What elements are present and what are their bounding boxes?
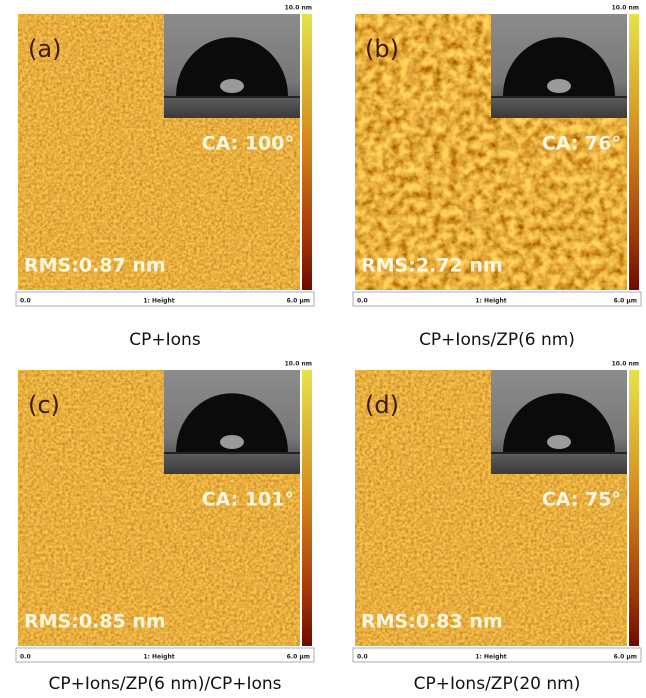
panel-label: (c)	[28, 391, 60, 419]
rms: RMS:0.83 nm	[361, 611, 503, 633]
axis-mid: 1: Height	[475, 654, 506, 661]
droplet-glint	[220, 435, 244, 449]
axis-right: 6.0 µm	[614, 654, 637, 661]
axis-left: 0.0	[357, 654, 368, 661]
caption: CP+Ions/ZP(20 nm)	[414, 674, 581, 694]
axis-left: 0.0	[20, 298, 31, 305]
figure: 10.0 nm (a) CA: 100° RMS:0.87 nm 0.0 1: Heigh…	[0, 0, 646, 698]
substrate	[491, 96, 627, 98]
panel-label: (d)	[365, 391, 399, 419]
axis-mid: 1: Height	[143, 298, 174, 305]
droplet-glint	[547, 435, 571, 449]
axis-right: 6.0 µm	[614, 298, 637, 305]
scale-top: 10.0 nm	[612, 361, 639, 368]
scale-top: 10.0 nm	[285, 5, 312, 12]
axis-right: 6.0 µm	[287, 298, 310, 305]
droplet-glint	[547, 79, 571, 93]
panel-label: (b)	[365, 35, 399, 63]
contact-angle: CA: 100°	[202, 133, 294, 155]
contact-angle: CA: 76°	[542, 133, 621, 155]
substrate	[491, 452, 627, 454]
axis-mid: 1: Height	[475, 298, 506, 305]
contact-angle: CA: 75°	[542, 489, 621, 511]
substrate	[164, 96, 300, 98]
axis-mid: 1: Height	[143, 654, 174, 661]
contact-angle: CA: 101°	[202, 489, 294, 511]
scale-top: 10.0 nm	[612, 5, 639, 12]
caption: CP+Ions/ZP(6 nm)	[419, 330, 575, 350]
colorbar	[629, 370, 639, 646]
droplet-glint	[220, 79, 244, 93]
colorbar	[302, 14, 312, 290]
axis-right: 6.0 µm	[287, 654, 310, 661]
rms: RMS:2.72 nm	[361, 255, 503, 277]
caption: CP+Ions/ZP(6 nm)/CP+Ions	[49, 674, 282, 694]
substrate	[164, 452, 300, 454]
scale-top: 10.0 nm	[285, 361, 312, 368]
panel-label: (a)	[28, 35, 61, 63]
axis-left: 0.0	[357, 298, 368, 305]
rms: RMS:0.87 nm	[24, 255, 166, 277]
rms: RMS:0.85 nm	[24, 611, 166, 633]
colorbar	[629, 14, 639, 290]
colorbar	[302, 370, 312, 646]
axis-left: 0.0	[20, 654, 31, 661]
caption: CP+Ions	[129, 330, 201, 350]
